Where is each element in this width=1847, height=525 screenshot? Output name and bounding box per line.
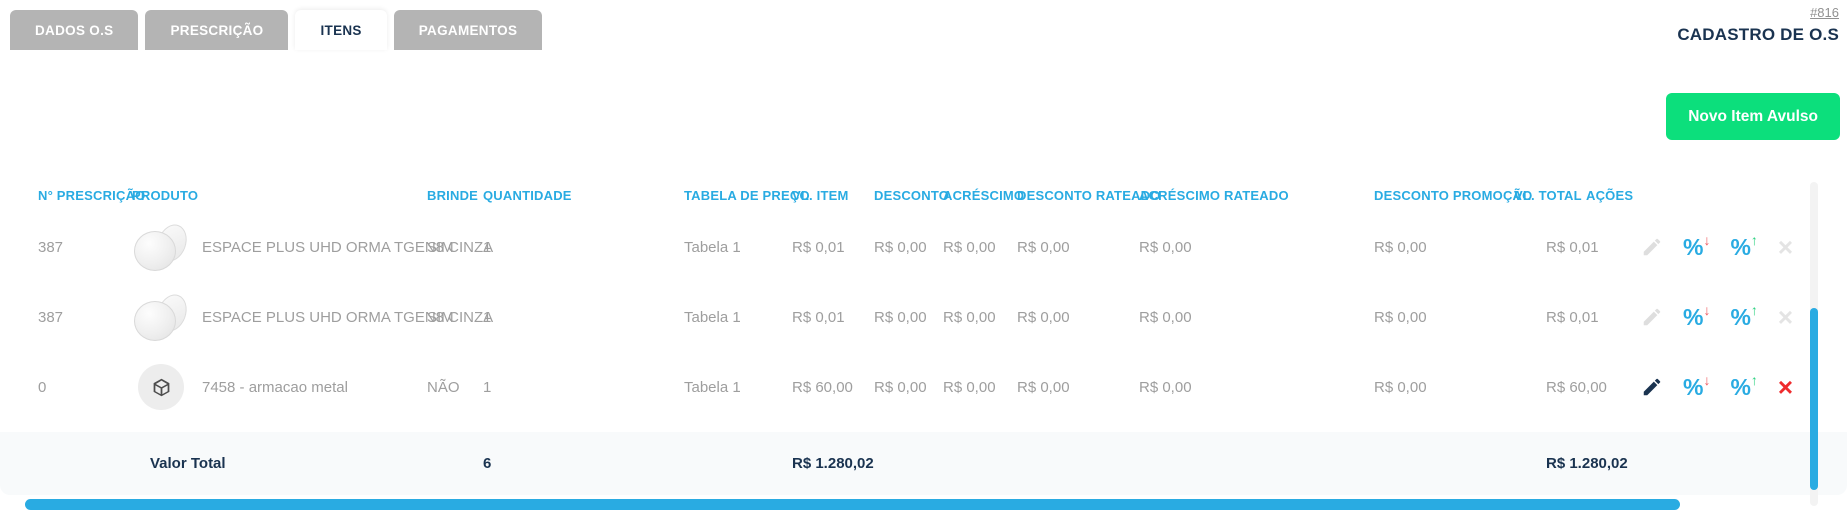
cell-acrescimo: R$ 0,00 [943,238,996,256]
tab-dados-os[interactable]: DADOS O.S [10,10,139,50]
col-acoes: AÇÕES [1586,187,1634,203]
cell-vl-item: R$ 0,01 [792,238,845,256]
cell-tabela: Tabela 1 [684,378,741,396]
items-table: N° PRESCRIÇÃO PRODUTO BRINDE QUANTIDADE … [0,178,1847,495]
col-vl-item: VL. ITEM [792,187,849,203]
tab-pagamentos[interactable]: PAGAMENTOS [393,10,543,50]
cell-quantidade: 1 [483,378,492,396]
cell-vl-total: R$ 60,00 [1546,378,1607,396]
edit-pencil-icon [1641,306,1663,328]
col-tabela-de-preco: TABELA DE PREÇO [684,187,810,203]
cell-acrescimo-rateado: R$ 0,00 [1139,238,1192,256]
cell-brinde: SIM [427,308,454,326]
cell-desconto-promocao: R$ 0,00 [1374,308,1427,326]
vertical-scrollbar-thumb[interactable] [1810,308,1818,490]
cell-brinde: NÃO [427,378,460,396]
discount-percent-down-icon[interactable]: % ↓ [1683,232,1711,260]
row-actions: % ↓ % ↑ × [1641,372,1847,402]
cell-prescricao: 387 [38,308,64,326]
discount-percent-down-icon[interactable]: % ↓ [1683,372,1711,400]
cell-acrescimo-rateado: R$ 0,00 [1139,378,1192,396]
product-name: ESPACE PLUS UHD ORMA TGEN8 CINZA [202,308,494,326]
totals-row: Valor Total 6 R$ 1.280,02 R$ 1.280,02 [0,432,1847,495]
increase-percent-up-icon[interactable]: % ↑ [1730,372,1758,400]
tab-itens[interactable]: ITENS [295,10,387,50]
row-actions: % ↓ % ↑ × [1641,232,1847,262]
cell-quantidade: 1 [483,308,492,326]
cell-produto: 7458 - armacao metal [132,364,427,410]
cell-vl-item: R$ 0,01 [792,308,845,326]
col-brinde: BRINDE [427,187,479,203]
page-title: CADASTRO DE O.S [1677,25,1839,44]
cell-desconto-rateado: R$ 0,00 [1017,378,1070,396]
col-n-prescricao: N° PRESCRIÇÃO [38,187,146,203]
cell-desconto: R$ 0,00 [874,238,927,256]
table-row: 0 7458 - armacao metal NÃO 1 Tabela 1 R$… [0,352,1847,422]
col-desconto-rateado: DESCONTO RATEADO [1017,187,1161,203]
order-number-link[interactable]: #816 [1810,5,1839,20]
cell-acrescimo: R$ 0,00 [943,378,996,396]
cell-brinde: SIM [427,238,454,256]
total-quantidade: 6 [483,455,492,472]
cell-prescricao: 0 [38,378,47,396]
product-name: ESPACE PLUS UHD ORMA TGEN8 CINZA [202,238,494,256]
cell-vl-item: R$ 60,00 [792,378,853,396]
remove-x-icon: × [1777,232,1794,262]
remove-x-icon: × [1777,302,1794,332]
row-actions: % ↓ % ↑ × [1641,302,1847,332]
order-header: #816 CADASTRO DE O.S [1677,4,1839,45]
edit-pencil-icon [1641,236,1663,258]
toolbar: Novo Item Avulso [0,50,1847,150]
tab-prescricao[interactable]: PRESCRIÇÃO [145,10,289,50]
cell-desconto-rateado: R$ 0,00 [1017,238,1070,256]
table-header-row: N° PRESCRIÇÃO PRODUTO BRINDE QUANTIDADE … [0,178,1847,212]
cell-vl-total: R$ 0,01 [1546,238,1599,256]
cell-desconto: R$ 0,00 [874,308,927,326]
col-acrescimo-rateado: ACRÉSCIMO RATEADO [1139,187,1289,203]
col-acrescimo: ACRÉSCIMO [943,187,1025,203]
cell-produto: ESPACE PLUS UHD ORMA TGEN8 CINZA [132,290,493,341]
cell-prescricao: 387 [38,238,64,256]
col-vl-total: VL. TOTAL [1514,187,1582,203]
col-desconto-promocao: DESCONTO PROMOÇÃO [1374,187,1533,203]
cell-vl-total: R$ 0,01 [1546,308,1599,326]
cell-desconto-promocao: R$ 0,00 [1374,238,1427,256]
vertical-scrollbar-track [1810,182,1818,506]
cell-acrescimo-rateado: R$ 0,00 [1139,308,1192,326]
product-box-icon [138,364,184,410]
col-produto: PRODUTO [132,187,199,203]
col-quantidade: QUANTIDADE [483,187,572,203]
total-vl-total: R$ 1.280,02 [1546,455,1628,472]
product-name: 7458 - armacao metal [202,378,348,396]
cell-tabela: Tabela 1 [684,308,741,326]
product-lens-photo [132,220,194,271]
increase-percent-up-icon[interactable]: % ↑ [1730,302,1758,330]
table-row: 387 ESPACE PLUS UHD ORMA TGEN8 CINZA SIM… [0,212,1847,282]
horizontal-scrollbar[interactable] [25,499,1680,510]
top-bar: DADOS O.S PRESCRIÇÃO ITENS PAGAMENTOS #8… [0,0,1847,50]
remove-x-icon[interactable]: × [1777,372,1794,402]
cell-produto: ESPACE PLUS UHD ORMA TGEN8 CINZA [132,220,493,271]
tab-bar: DADOS O.S PRESCRIÇÃO ITENS PAGAMENTOS [10,10,543,50]
increase-percent-up-icon[interactable]: % ↑ [1730,232,1758,260]
cell-desconto-rateado: R$ 0,00 [1017,308,1070,326]
total-label: Valor Total [150,455,226,472]
total-vl-item: R$ 1.280,02 [792,455,874,472]
cell-tabela: Tabela 1 [684,238,741,256]
table-row: 387 ESPACE PLUS UHD ORMA TGEN8 CINZA SIM… [0,282,1847,352]
new-loose-item-button[interactable]: Novo Item Avulso [1666,93,1840,140]
edit-pencil-icon[interactable] [1641,376,1663,398]
cell-desconto-promocao: R$ 0,00 [1374,378,1427,396]
cell-desconto: R$ 0,00 [874,378,927,396]
cell-acrescimo: R$ 0,00 [943,308,996,326]
col-desconto: DESCONTO [874,187,950,203]
discount-percent-down-icon[interactable]: % ↓ [1683,302,1711,330]
product-lens-photo [132,290,194,341]
cell-quantidade: 1 [483,238,492,256]
